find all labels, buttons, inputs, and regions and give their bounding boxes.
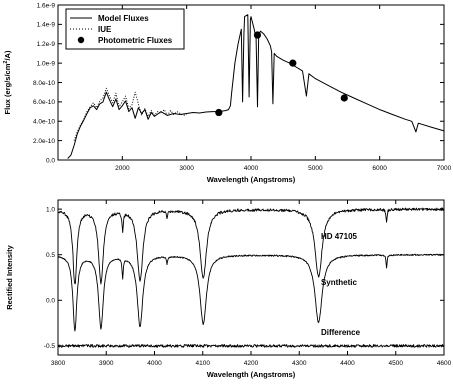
spectrum-y-tick-label: 1.0 xyxy=(46,206,55,213)
synthetic-spectrum-line xyxy=(57,253,445,332)
iue-series-line xyxy=(73,87,187,141)
legend-label-photometric: Photometric Fluxes xyxy=(98,36,173,45)
flux-x-tick-label: 3000 xyxy=(179,165,194,172)
annotation-synthetic: Synthetic xyxy=(321,278,358,287)
spectrum-x-tick-label: 3800 xyxy=(51,360,66,367)
model-flux-series-line xyxy=(67,14,445,159)
photometric-flux-point xyxy=(253,31,262,39)
flux-x-tick-label: 6000 xyxy=(372,165,387,172)
annotation-hd47105: HD 47105 xyxy=(321,232,358,241)
spectrum-x-tick-label: 4600 xyxy=(437,360,452,367)
annotation-difference: Difference xyxy=(321,328,361,337)
flux-y-tick-label: 1.4e-9 xyxy=(37,22,56,29)
flux-x-axis-label: Wavelength (Angstroms) xyxy=(207,175,296,184)
flux-y-axis: 0.0 2.0e-10 4.0e-10 6.0e-10 8.0e-10 1.0e-9 1.2… xyxy=(33,2,444,164)
spectrum-y-axis: -0.5 0.0 0.5 1.0 xyxy=(44,206,444,350)
spectrum-panel: 3800 3900 4000 4100 4200 4300 4400 4500 4600 -0.… xyxy=(5,199,452,379)
spectrum-y-tick-label: 0.0 xyxy=(46,298,55,305)
flux-y-tick-label: 8.0e-10 xyxy=(33,80,55,87)
spectrum-y-axis-label: Rectified Intensity xyxy=(5,244,14,309)
flux-series-group xyxy=(67,14,445,159)
difference-spectrum-line xyxy=(57,344,445,348)
spectrum-y-tick-label: -0.5 xyxy=(44,343,56,350)
flux-x-tick-label: 2000 xyxy=(115,165,130,172)
spectrum-series-group xyxy=(57,207,445,348)
spectrum-x-tick-label: 4100 xyxy=(196,360,211,367)
flux-panel: 2000 3000 4000 5000 6000 7000 0.0 2.0e-10 4.0e-… xyxy=(3,2,452,184)
flux-x-tick-label: 4000 xyxy=(244,165,259,172)
spectrum-x-tick-label: 4300 xyxy=(292,360,307,367)
legend-label-model: Model Fluxes xyxy=(98,14,149,23)
flux-x-axis: 2000 3000 4000 5000 6000 7000 xyxy=(57,5,452,172)
spectrum-x-axis: 3800 3900 4000 4100 4200 4300 4400 4500 4600 xyxy=(51,200,452,367)
flux-y-tick-label: 4.0e-10 xyxy=(33,119,55,126)
flux-y-tick-label: 1.2e-9 xyxy=(37,41,56,48)
spectrum-x-tick-label: 4000 xyxy=(147,360,162,367)
hd47105-spectrum-line xyxy=(57,207,445,285)
flux-y-tick-label: 0.0 xyxy=(46,157,55,164)
spectrum-x-tick-label: 4200 xyxy=(244,360,259,367)
legend-swatch-photometric xyxy=(77,36,85,44)
photometric-flux-point xyxy=(340,94,348,102)
legend-label-iue: IUE xyxy=(98,25,112,34)
flux-y-tick-label: 2.0e-10 xyxy=(33,138,55,145)
flux-y-tick-label: 6.0e-10 xyxy=(33,99,55,106)
spectrum-y-tick-label: 0.5 xyxy=(46,252,55,259)
spectrum-x-tick-label: 4400 xyxy=(340,360,355,367)
photometric-flux-point xyxy=(215,108,223,117)
flux-legend: Model Fluxes IUE Photometric Fluxes xyxy=(65,8,185,50)
photometric-flux-point xyxy=(289,59,297,67)
spectrum-plot-frame xyxy=(57,199,445,356)
flux-x-tick-label: 5000 xyxy=(308,165,323,172)
flux-y-axis-label: Flux (erg/s/cm2/A) xyxy=(3,50,12,114)
flux-y-tick-label: 1.0e-9 xyxy=(37,60,56,67)
spectrum-x-tick-label: 3900 xyxy=(99,360,114,367)
spectrum-x-tick-label: 4500 xyxy=(389,360,404,367)
flux-y-tick-label: 1.6e-9 xyxy=(37,2,56,9)
spectrum-x-axis-label: Wavelength (Angstroms) xyxy=(207,370,296,379)
flux-x-tick-label: 7000 xyxy=(437,165,452,172)
